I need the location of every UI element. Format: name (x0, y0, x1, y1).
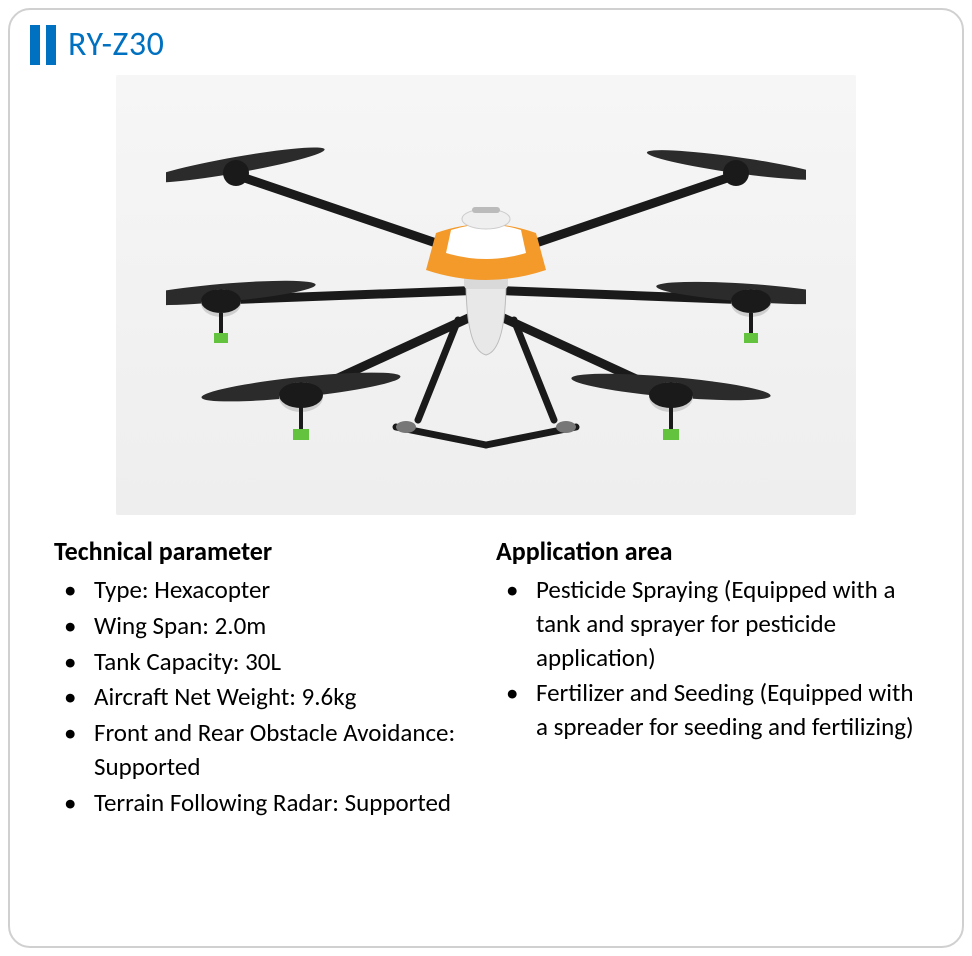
title-accent-icon (30, 25, 56, 65)
technical-parameter-column: Technical parameter Type: Hexacopter Win… (54, 535, 476, 821)
tech-list: Type: Hexacopter Wing Span: 2.0m Tank Ca… (54, 573, 476, 819)
product-title: RY-Z30 (68, 24, 164, 65)
title-row: RY-Z30 (30, 24, 942, 65)
list-item: Fertilizer and Seeding (Equipped with a … (496, 676, 918, 744)
list-item: Aircraft Net Weight: 9.6kg (54, 680, 476, 714)
product-card: RY-Z30 (8, 8, 964, 948)
list-item: Tank Capacity: 30L (54, 645, 476, 679)
drone-icon (166, 115, 806, 475)
spec-columns: Technical parameter Type: Hexacopter Win… (30, 535, 942, 821)
list-item: Type: Hexacopter (54, 573, 476, 607)
list-item: Pesticide Spraying (Equipped with a tank… (496, 573, 918, 674)
product-image (116, 75, 856, 515)
list-item: Wing Span: 2.0m (54, 609, 476, 643)
list-item: Terrain Following Radar: Supported (54, 786, 476, 820)
app-list: Pesticide Spraying (Equipped with a tank… (496, 573, 918, 744)
tech-heading: Technical parameter (54, 535, 476, 567)
list-item: Front and Rear Obstacle Avoidance: Suppo… (54, 716, 476, 784)
application-area-column: Application area Pesticide Spraying (Equ… (496, 535, 918, 821)
app-heading: Application area (496, 535, 918, 567)
